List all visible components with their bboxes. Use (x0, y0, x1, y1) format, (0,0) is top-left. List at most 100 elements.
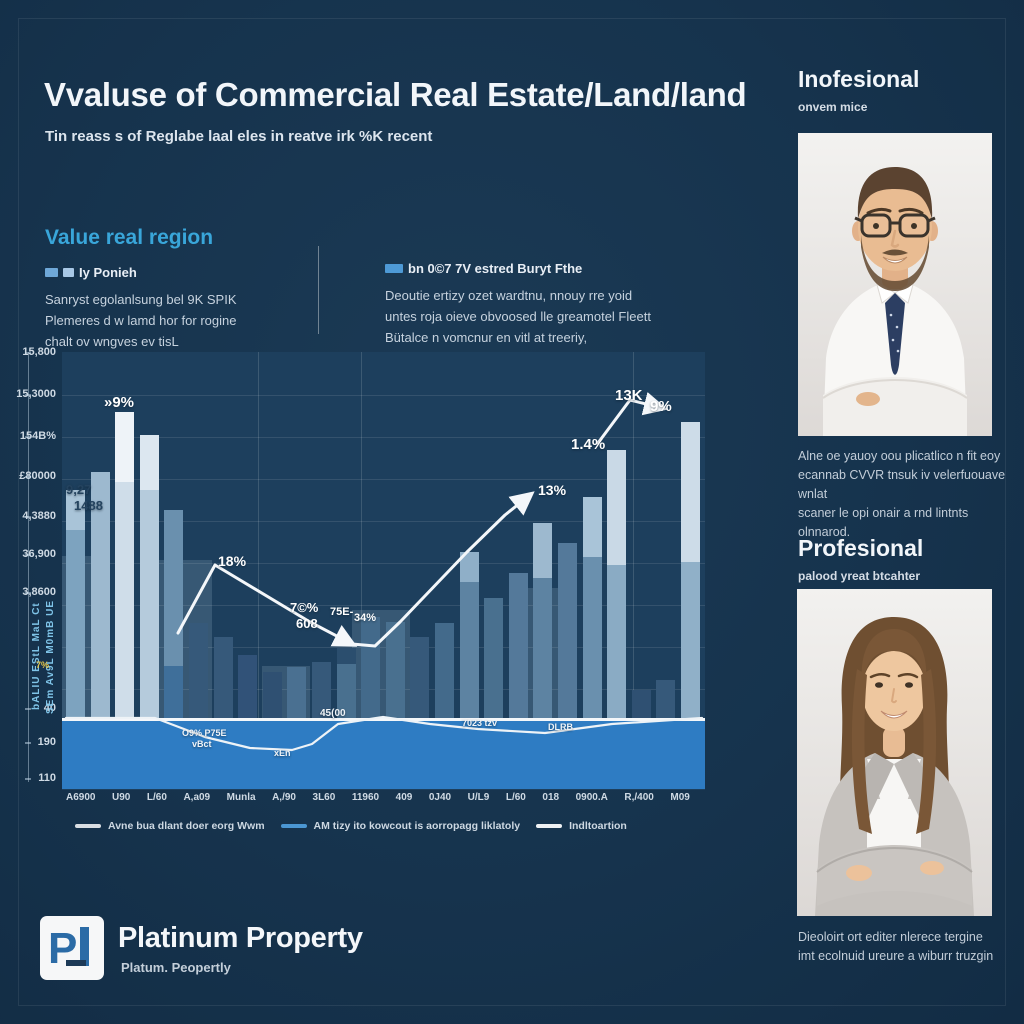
legend-block-2-label: bn 0©7 7V estred Buryt Fthe (408, 261, 583, 276)
page-subtitle: Tin reass s of Reglabe laal eles in reat… (45, 128, 433, 145)
platinum-property-logo-icon: P (48, 924, 89, 973)
chart-annotation: 1.4% (571, 436, 606, 453)
brand-logo: P (40, 916, 104, 980)
chart-annotation: 1488 (74, 498, 103, 513)
legend-text-block-1: Iy Ponieh Sanryst egolanlsung bel 9K SPI… (45, 262, 335, 352)
grid-line-vertical (633, 352, 634, 718)
axis-tick (25, 742, 31, 744)
blue-square-icon (385, 264, 403, 273)
x-tick-label: A,/90 (272, 792, 296, 803)
chart-legend-item: AM tizy ito kowcout is aorropagg liklato… (280, 820, 521, 832)
legend-label: AM tizy ito kowcout is aorropagg liklato… (313, 820, 521, 832)
y-axis-title: bALIU EStL MaL Ct (31, 602, 42, 710)
profile-1-subheading: onvem mice (798, 100, 868, 114)
x-tick-label: L/60 (146, 792, 167, 803)
legend-swatch (280, 824, 307, 828)
bar-cap-segment (607, 450, 627, 565)
axis-tick (25, 476, 31, 478)
paragraph-line: Alne oe yauoy oou plicatlico n fit eoy (798, 449, 1001, 463)
bar-cap-segment (139, 435, 159, 490)
male-portrait-illustration (798, 133, 992, 436)
chart-annotation: 13% (538, 482, 567, 498)
profile-2-heading: Profesional (798, 535, 924, 561)
axis-tick (25, 778, 31, 780)
bar (582, 497, 602, 786)
chart-annotation: 34% (354, 612, 377, 624)
x-tick-label: 3L60 (312, 792, 336, 803)
grid-line-horizontal (62, 395, 705, 396)
chart-annotation: 7023 tzv (462, 718, 498, 728)
grid-line-horizontal (62, 479, 705, 480)
headshot-photo-male (798, 133, 992, 436)
x-tick-label: R,/400 (624, 792, 654, 803)
chart-annotation: xEn (274, 748, 291, 758)
axis-tick (25, 516, 31, 518)
bar-cap-segment (533, 523, 553, 578)
profile-2-subheading: palood yreat btcahter (798, 569, 921, 583)
legend-block-2-header: bn 0©7 7V estred Buryt Fthe (385, 258, 705, 279)
legend-block-1-line: Sanryst egolanlsung bel 9K SPIK (45, 292, 237, 307)
grid-line-horizontal (62, 689, 705, 690)
legend-block-2-line: Deoutie ertizy ozet wardtnu, nnouy rre y… (385, 288, 633, 303)
x-tick-label: 0900.A (575, 792, 608, 803)
paragraph-line: ecannab CVVR tnsuk iv velerfuouave wnlat (798, 468, 1006, 501)
bar-cap-segment (681, 422, 700, 562)
y-tick-label: 15,3000 (16, 388, 56, 400)
y-tick-label: £80000 (19, 470, 56, 482)
chart-annotation: 7©% (290, 600, 319, 615)
chart-legend: Avne bua dlant doer eorg Wwm AM tizy ito … (75, 820, 627, 832)
bar-cap-segment (115, 412, 135, 482)
vertical-divider (318, 246, 319, 334)
profile-2-paragraph: Dieoloirt ort editer nlerece tergine imt… (798, 928, 1006, 966)
chart-annotation: 45(00 (320, 708, 346, 719)
chart-annotation: 18% (218, 553, 247, 569)
legend-block-1-line: Plemeres d w lamd hor for rogine (45, 313, 237, 328)
legend-swatch (536, 824, 563, 828)
y-axis-title-2: SEm Av9L M0mB UE (45, 600, 56, 714)
axis-tick (25, 554, 31, 556)
x-tick-label: Munla (226, 792, 256, 803)
x-tick-label: 409 (395, 792, 413, 803)
x-tick-label: A6900 (66, 792, 96, 803)
paragraph-line: Dieoloirt ort editer nlerece tergine (798, 930, 983, 944)
legend-block-2-line: Bütalce n vomcnur en vitl at treeriy, (385, 330, 588, 345)
bar-cap-segment (459, 552, 479, 582)
brand-name: Platinum Property (118, 922, 363, 954)
chart-annotation: 9,27 (66, 482, 92, 497)
y-tick-label: 110 (38, 772, 56, 784)
legend-swatch (75, 824, 101, 828)
bar (607, 450, 627, 786)
grid-line-horizontal (62, 437, 705, 438)
chart-annotation: 75E- (330, 606, 354, 618)
x-tick-label: U/L9 (467, 792, 490, 803)
axis-tick (25, 436, 31, 438)
x-tick-label: M09 (670, 792, 690, 803)
y-tick-label: 154B% (19, 430, 56, 442)
bar (681, 422, 700, 786)
profile-1-paragraph: Alne oe yauoy oou plicatlico n fit eoy e… (798, 447, 1006, 542)
x-tick-label: A,a09 (183, 792, 211, 803)
paragraph-line: imt ecolnuid ureure a wiburr truzgin (798, 949, 994, 963)
x-tick-label: 018 (542, 792, 560, 803)
legend-block-1-line: chalt ov wngves ev tisL (45, 334, 179, 349)
female-portrait-illustration (797, 589, 992, 916)
chart-annotation: DLRB (548, 722, 573, 732)
legend-block-1-label: Iy Ponieh (79, 265, 137, 280)
bar-cap-segment (66, 490, 85, 530)
area-series-fill (62, 718, 705, 789)
legend-text-block-2: bn 0©7 7V estred Buryt Fthe Deoutie erti… (385, 258, 705, 348)
axis-tick (25, 394, 31, 396)
y-tick-label: 40 (43, 702, 56, 714)
legend-label: Avne bua dlant doer eorg Wwm (108, 820, 265, 832)
legend-label: Indltoartion (569, 820, 627, 832)
y-tick-label: 4,3880 (22, 510, 56, 522)
section-heading: Value real region (45, 226, 214, 249)
chart-annotation: vBct (192, 739, 212, 749)
x-tick-label: 11960 (351, 792, 380, 803)
chart-annotation: »9% (104, 394, 135, 411)
y-tick-label: 3,8600 (22, 586, 56, 598)
x-tick-label: 0J40 (428, 792, 452, 803)
bar (139, 435, 159, 786)
brand-tagline: Platum. Peopertly (121, 960, 231, 975)
x-tick-label: L/60 (505, 792, 526, 803)
